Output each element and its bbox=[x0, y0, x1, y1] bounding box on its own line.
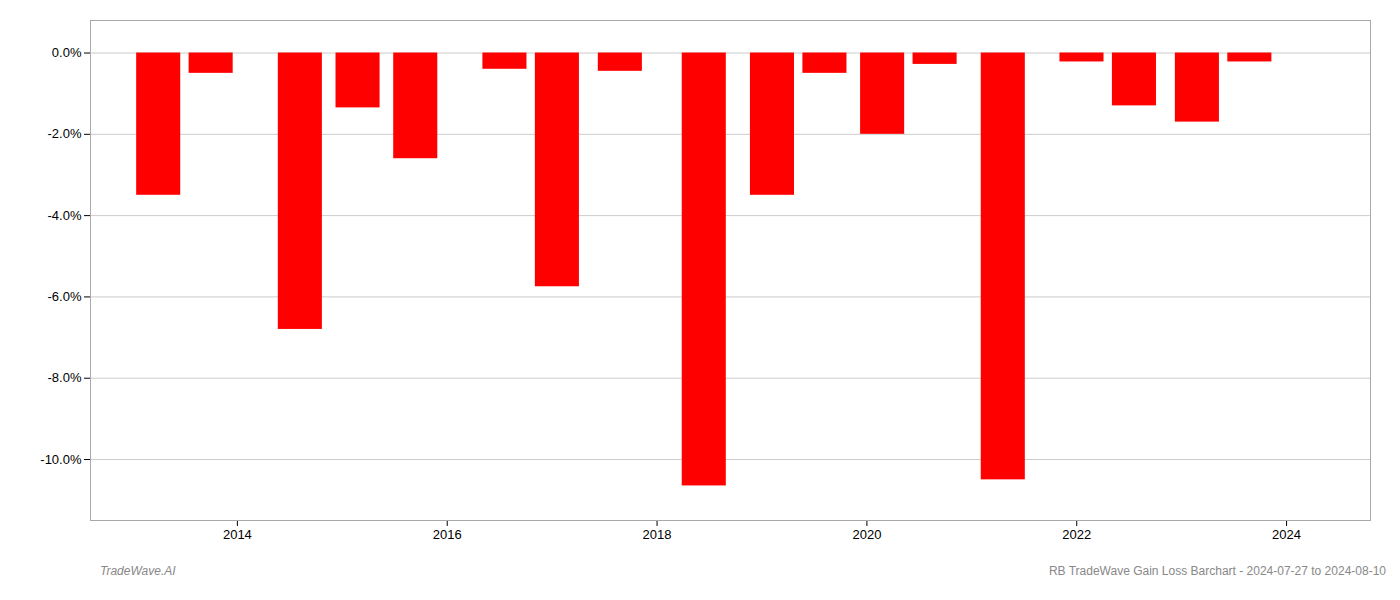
svg-text:-2.0%: -2.0% bbox=[48, 126, 82, 141]
svg-text:-8.0%: -8.0% bbox=[48, 370, 82, 385]
svg-text:2020: 2020 bbox=[852, 527, 881, 542]
html-text:RB TradeWave Gain Loss Barchar: RB TradeWave Gain Loss Barchart - 2024-0… bbox=[1048, 564, 1386, 578]
svg-text:2018: 2018 bbox=[643, 527, 672, 542]
html-text:TradeWave.AI: TradeWave.AI bbox=[100, 564, 176, 578]
svg-text:2016: 2016 bbox=[433, 527, 462, 542]
svg-text:-4.0%: -4.0% bbox=[48, 208, 82, 223]
svg-text:2014: 2014 bbox=[223, 527, 252, 542]
svg-text:2022: 2022 bbox=[1062, 527, 1091, 542]
svg-text:2024: 2024 bbox=[1272, 527, 1301, 542]
svg-text:0.0%: 0.0% bbox=[52, 45, 82, 60]
svg-text:-10.0%: -10.0% bbox=[40, 452, 82, 467]
svg-text:-6.0%: -6.0% bbox=[48, 289, 82, 304]
